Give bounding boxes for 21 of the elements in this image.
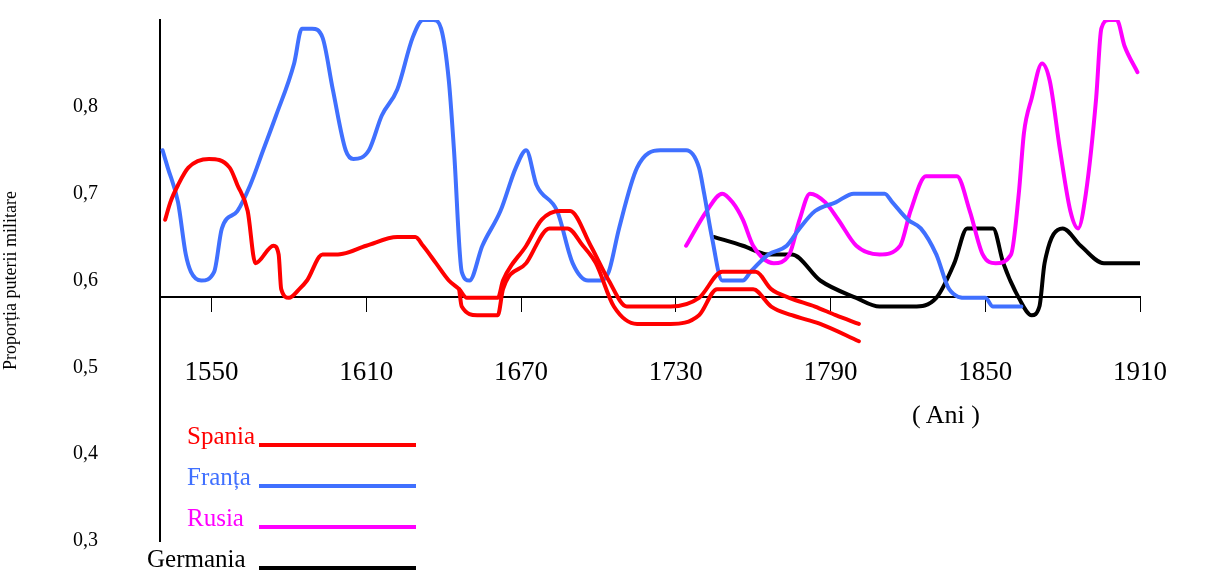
text: Germania [147,544,246,572]
y-tick-label: 0,8 [73,94,98,117]
x-tick-label: 1610 [339,356,394,387]
x-tick-label: 1670 [494,356,549,387]
x-axis-title: ( Ani ) [912,400,980,430]
y-tick-label: 0,5 [73,354,98,377]
text: Franța [187,462,251,491]
x-tick-label: 1730 [648,356,703,387]
y-tick-label: 0,3 [73,528,98,551]
line-series [160,20,1024,309]
x-tick-label: 1550 [184,356,239,387]
text: Rusia [187,503,244,531]
y-tick-label: 0,7 [73,180,98,203]
x-tick-label: 1790 [803,356,858,387]
x-tick-label: 1850 [958,356,1013,387]
y-axis-title: Proporția puterii militare [0,191,20,370]
x-tick-label: 1910 [1113,356,1167,387]
y-tick-label: 0,4 [73,441,98,464]
line-series [684,20,1140,266]
text: Spania [187,421,256,449]
y-tick-label: 0,6 [73,267,98,290]
